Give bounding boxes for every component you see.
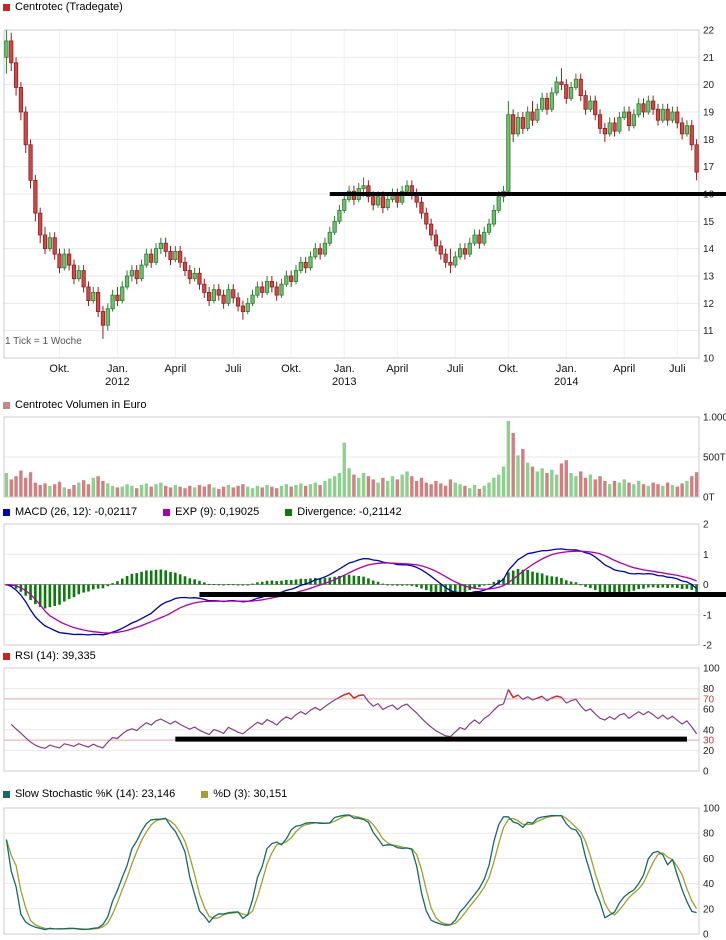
svg-text:22: 22 bbox=[703, 26, 715, 37]
stochastic-k-legend-item: Slow Stochastic %K (14): 23,146 bbox=[3, 789, 175, 800]
svg-text:0: 0 bbox=[703, 930, 709, 940]
svg-text:60: 60 bbox=[703, 854, 715, 865]
svg-text:2012: 2012 bbox=[105, 376, 129, 388]
svg-text:12: 12 bbox=[703, 299, 715, 310]
svg-text:Okt.: Okt. bbox=[49, 363, 69, 375]
price-legend-item: Centrotec (Tradegate) bbox=[3, 2, 123, 13]
svg-text:Juli: Juli bbox=[669, 363, 686, 375]
volume-panel: 1.000T 500T 0T bbox=[3, 413, 726, 504]
stochastic-k-swatch-icon bbox=[3, 791, 10, 798]
stochastic-d-legend-label: %D (3): 30,151 bbox=[213, 788, 288, 800]
svg-text:Okt.: Okt. bbox=[498, 363, 518, 375]
svg-text:15: 15 bbox=[703, 217, 715, 228]
svg-text:10: 10 bbox=[703, 354, 715, 365]
stochastic-k-legend-label: Slow Stochastic %K (14): 23,146 bbox=[15, 788, 176, 800]
svg-text:2: 2 bbox=[703, 520, 709, 531]
svg-text:100: 100 bbox=[703, 664, 720, 675]
svg-text:Juli: Juli bbox=[447, 363, 464, 375]
svg-text:Jan.: Jan. bbox=[334, 363, 355, 375]
svg-text:20: 20 bbox=[703, 80, 715, 91]
stochastic-d-legend-item: %D (3): 30,151 bbox=[201, 789, 287, 800]
svg-text:100: 100 bbox=[703, 804, 720, 815]
svg-text:0: 0 bbox=[703, 580, 709, 591]
macd-legend: MACD (26, 12): -0,02117 EXP (9): 0,19025… bbox=[3, 507, 428, 518]
rsi-legend: RSI (14): 39,335 bbox=[3, 651, 122, 662]
svg-text:0T: 0T bbox=[703, 493, 715, 504]
rsi-panel: 100 80 60 40 20 0 70 30 bbox=[3, 664, 720, 778]
svg-text:13: 13 bbox=[703, 272, 715, 283]
rsi-legend-item: RSI (14): 39,335 bbox=[3, 651, 96, 662]
price-legend: Centrotec (Tradegate) bbox=[3, 2, 149, 13]
svg-text:30: 30 bbox=[703, 736, 715, 747]
svg-text:80: 80 bbox=[703, 684, 715, 695]
exp-legend-label: EXP (9): 0,19025 bbox=[175, 506, 260, 518]
svg-text:Juli: Juli bbox=[225, 363, 242, 375]
svg-text:80: 80 bbox=[703, 829, 715, 840]
svg-text:-1: -1 bbox=[703, 610, 712, 621]
svg-text:April: April bbox=[386, 363, 408, 375]
divergence-swatch-icon bbox=[285, 509, 293, 516]
svg-text:40: 40 bbox=[703, 725, 715, 736]
divergence-legend-label: Divergence: -0,21142 bbox=[297, 506, 402, 518]
svg-text:21: 21 bbox=[703, 53, 715, 64]
svg-text:14: 14 bbox=[703, 244, 715, 255]
svg-text:April: April bbox=[613, 363, 635, 375]
svg-text:Jan.: Jan. bbox=[556, 363, 577, 375]
stochastic-panel: 100 80 60 40 20 0 bbox=[3, 804, 720, 940]
svg-text:20: 20 bbox=[703, 904, 715, 915]
svg-text:500T: 500T bbox=[703, 453, 726, 464]
svg-text:17: 17 bbox=[703, 162, 715, 173]
volume-legend-label: Centrotec Volumen in Euro bbox=[15, 399, 147, 411]
svg-text:1.000T: 1.000T bbox=[703, 413, 726, 424]
svg-text:11: 11 bbox=[703, 326, 714, 337]
volume-legend-item: Centrotec Volumen in Euro bbox=[3, 400, 146, 411]
macd-panel: 2 1 0 -1 -2 bbox=[3, 520, 726, 652]
exp-legend-item: EXP (9): 0,19025 bbox=[163, 507, 259, 518]
svg-text:Jan.: Jan. bbox=[107, 363, 128, 375]
macd-legend-item: MACD (26, 12): -0,02117 bbox=[3, 507, 137, 518]
macd-legend-label: MACD (26, 12): -0,02117 bbox=[15, 506, 138, 518]
stochastic-d-swatch-icon bbox=[201, 791, 209, 798]
macd-swatch-icon bbox=[3, 509, 10, 516]
price-legend-label: Centrotec (Tradegate) bbox=[15, 1, 123, 13]
rsi-swatch-icon bbox=[3, 653, 10, 660]
exp-swatch-icon bbox=[163, 509, 171, 516]
svg-text:-2: -2 bbox=[703, 641, 712, 652]
stochastic-legend: Slow Stochastic %K (14): 23,146 %D (3): … bbox=[3, 789, 313, 800]
volume-legend: Centrotec Volumen in Euro bbox=[3, 400, 172, 411]
svg-text:2013: 2013 bbox=[332, 376, 356, 388]
price-panel: 22212019181716151413121110Okt.Jan.2012Ap… bbox=[3, 26, 726, 388]
svg-text:April: April bbox=[164, 363, 186, 375]
rsi-legend-label: RSI (14): 39,335 bbox=[15, 650, 96, 662]
svg-text:40: 40 bbox=[703, 879, 715, 890]
svg-text:60: 60 bbox=[703, 705, 715, 716]
svg-text:1: 1 bbox=[703, 550, 709, 561]
svg-text:Okt.: Okt. bbox=[281, 363, 301, 375]
svg-text:2014: 2014 bbox=[554, 376, 578, 388]
price-swatch-icon bbox=[3, 4, 10, 11]
svg-text:70: 70 bbox=[703, 694, 715, 705]
svg-text:0: 0 bbox=[703, 767, 709, 778]
divergence-legend-item: Divergence: -0,21142 bbox=[285, 506, 402, 518]
svg-text:20: 20 bbox=[703, 746, 715, 757]
svg-text:18: 18 bbox=[703, 135, 715, 146]
volume-swatch-icon bbox=[3, 402, 10, 409]
svg-text:19: 19 bbox=[703, 108, 715, 119]
tick-note: 1 Tick = 1 Woche bbox=[5, 336, 82, 347]
